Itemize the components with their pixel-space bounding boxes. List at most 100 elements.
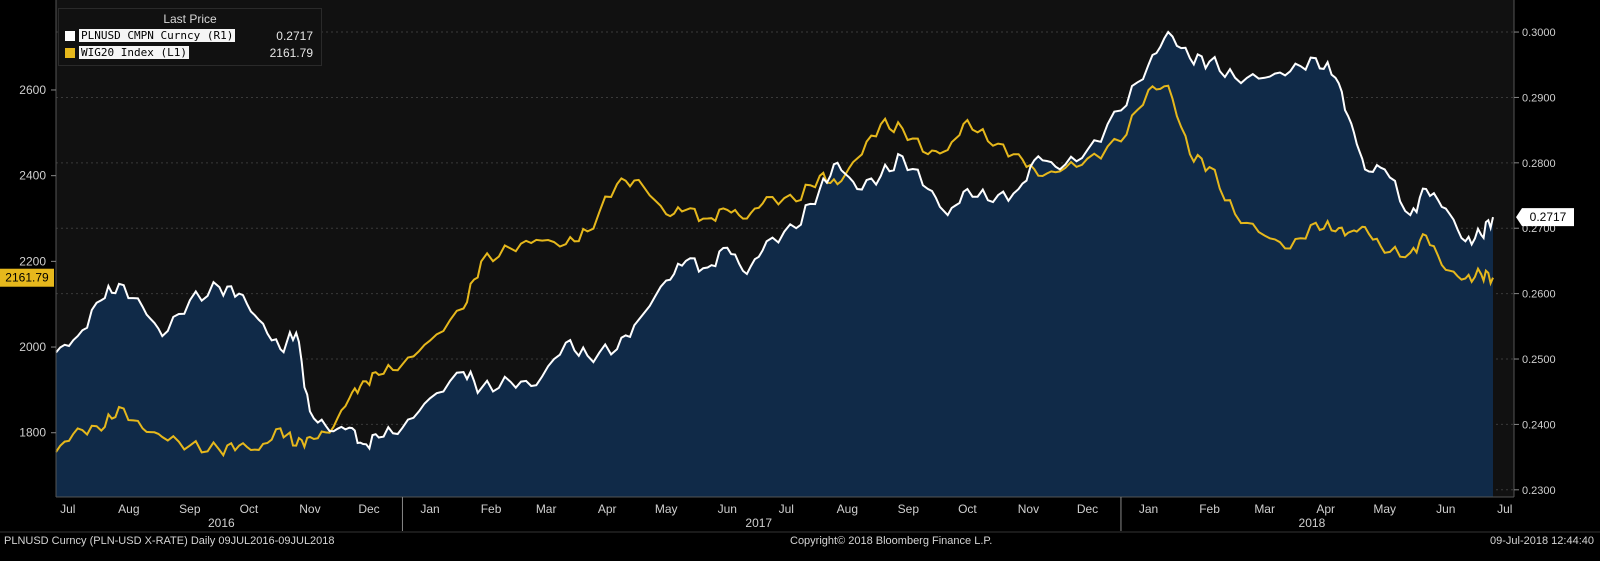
point-pln-43: [1017, 188, 1019, 190]
point-pln-12: [309, 410, 311, 412]
point-wig-41: [966, 119, 968, 121]
right-tick-label-6: 0.2900: [1522, 92, 1556, 104]
legend-swatch-wig: [65, 48, 75, 58]
point-wig-53: [1263, 234, 1265, 236]
right-tick-label-3: 0.2600: [1522, 289, 1556, 301]
point-wig-7: [218, 449, 220, 451]
point-wig-2: [100, 429, 102, 431]
point-wig-21: [510, 247, 512, 249]
point-wig-35: [836, 183, 838, 185]
point-pln-62: [1445, 207, 1447, 209]
point-wig-50: [1189, 153, 1191, 155]
left-tick-label-4: 2600: [19, 83, 46, 97]
point-pln-64: [1480, 234, 1482, 236]
point-wig-39: [927, 153, 929, 155]
x-month-label-6: Jan: [420, 502, 439, 516]
x-month-label-16: Nov: [1018, 502, 1039, 516]
legend-value-pln: 0.2717: [276, 29, 313, 43]
point-wig-22: [535, 239, 537, 241]
point-wig-49: [1167, 84, 1169, 86]
point-pln-37: [880, 175, 882, 177]
point-wig-59: [1384, 252, 1386, 254]
x-month-label-5: Dec: [358, 502, 379, 516]
x-month-label-15: Oct: [958, 502, 977, 516]
point-wig-27: [665, 213, 667, 215]
footer-security: PLNUSD Curncy (PLN-USD X-RATE) Daily 09J…: [4, 535, 335, 547]
point-pln-14: [348, 426, 350, 428]
x-month-label-21: Apr: [1316, 502, 1335, 516]
point-wig-36: [856, 157, 858, 159]
x-month-label-9: Apr: [598, 502, 617, 516]
x-month-label-11: Jun: [718, 502, 737, 516]
point-pln-10: [279, 348, 281, 350]
left-last-tag: [0, 268, 54, 287]
point-pln-55: [1315, 57, 1317, 59]
point-wig-38: [901, 127, 903, 129]
point-wig-28: [685, 209, 687, 211]
x-month-label-22: May: [1373, 502, 1396, 516]
point-pln-11: [295, 332, 297, 334]
x-month-label-24: Jul: [1497, 502, 1512, 516]
point-wig-33: [795, 200, 797, 202]
point-wig-31: [746, 217, 748, 219]
point-pln-8: [238, 292, 240, 294]
point-pln-47: [1120, 109, 1122, 111]
point-wig-1: [76, 427, 78, 429]
point-pln-57: [1350, 122, 1352, 124]
left-tick-label-0: 1800: [19, 426, 46, 440]
point-pln-18: [429, 397, 431, 399]
point-wig-10: [279, 427, 281, 429]
left-tick-label-1: 2000: [19, 340, 46, 354]
point-pln-44: [1037, 155, 1039, 157]
legend-item-pln[interactable]: PLNUSD CMPN Curncy (R1) 0.2717: [65, 28, 313, 44]
point-wig-25: [616, 183, 618, 185]
point-pln-20: [480, 387, 482, 389]
point-wig-57: [1350, 230, 1352, 232]
x-month-label-8: Mar: [536, 502, 557, 516]
point-wig-64: [1480, 273, 1482, 275]
point-wig-15: [362, 380, 364, 382]
point-wig-29: [706, 217, 708, 219]
series-line-wig20: [55, 84, 1494, 458]
x-month-label-10: May: [655, 502, 678, 516]
point-pln-50: [1189, 57, 1191, 59]
legend-title: Last Price: [163, 12, 217, 26]
point-pln-46: [1086, 149, 1088, 151]
x-year-label-1: 2017: [745, 516, 772, 530]
point-pln-61: [1425, 188, 1427, 190]
point-pln-53: [1263, 77, 1265, 79]
point-wig-24: [586, 230, 588, 232]
point-wig-51: [1208, 166, 1210, 168]
point-pln-3: [118, 283, 120, 285]
point-wig-47: [1120, 140, 1122, 142]
point-pln-52: [1234, 77, 1236, 79]
series-line-plnusd: [55, 30, 1494, 451]
point-wig-4: [141, 427, 143, 429]
point-pln-42: [992, 201, 994, 203]
left-tick-label-2: 2200: [19, 254, 46, 268]
right-last-tag-label: 0.2717: [1530, 210, 1567, 224]
right-last-tag: [1516, 208, 1574, 227]
point-pln-26: [637, 319, 639, 321]
x-month-label-14: Sep: [898, 502, 920, 516]
point-pln-28: [685, 260, 687, 262]
point-pln-51: [1208, 60, 1210, 62]
point-wig-61: [1425, 234, 1427, 236]
point-pln-59: [1384, 168, 1386, 170]
legend-item-wig[interactable]: WIG20 Index (L1) 2161.79: [65, 45, 313, 61]
x-month-label-12: Jul: [779, 502, 794, 516]
right-tick-label-0: 0.2300: [1522, 485, 1556, 497]
point-wig-62: [1445, 269, 1447, 271]
point-wig-54: [1289, 247, 1291, 249]
point-pln-38: [901, 155, 903, 157]
point-pln-9: [258, 319, 260, 321]
point-wig-16: [378, 374, 380, 376]
point-wig-34: [819, 174, 821, 176]
footer-timestamp: 09-Jul-2018 12:44:40: [1490, 535, 1594, 547]
point-pln-5: [161, 335, 163, 337]
point-wig-60: [1409, 252, 1411, 254]
point-wig-65: [1492, 277, 1494, 279]
right-tick-label-7: 0.3000: [1522, 27, 1556, 39]
x-month-label-0: Jul: [60, 502, 75, 516]
